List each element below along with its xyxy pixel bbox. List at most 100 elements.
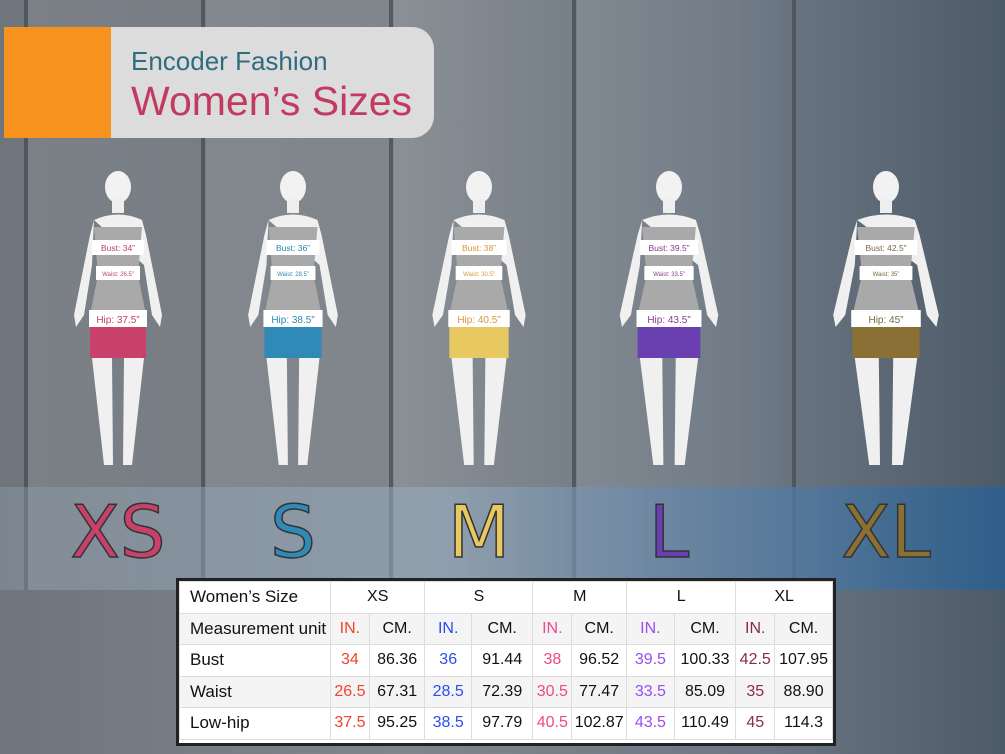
row-label: Waist [179,675,331,708]
waist-band [644,266,694,280]
bust-band [639,240,699,255]
hip-label: Hip: 38.5” [271,315,314,326]
value-cm: 100.33 [673,644,737,677]
page-title: Women’s Sizes [131,78,413,124]
size-header: M [532,581,628,614]
value-cm: 96.52 [571,644,628,677]
value-in: 28.5 [424,675,472,708]
unit-cm: CM. [470,612,534,645]
size-letter-l: L [648,489,690,575]
bust-band [451,240,507,255]
waist-band [859,266,913,280]
value-in: 36 [424,644,472,677]
value-cm: 88.90 [774,675,833,708]
value-in: 35 [735,675,776,708]
table-row: Bust 34 86.36 36 91.44 38 96.52 39.5 100.33 42.5 1… [179,644,833,677]
unit-label: Measurement unit [179,612,331,645]
hip-label: Hip: 40.5” [457,315,500,326]
unit-cm: CM. [368,612,426,645]
unit-in: IN. [626,612,675,645]
brand-name: Encoder Fashion [131,46,328,76]
mannequin-s: Bust: 36” Waist: 28.5” Hip: 38.5” [248,171,338,465]
divider [389,0,393,590]
table-row: Low-hip 37.5 95.25 38.5 97.79 40.5 102.87 43.5 1… [179,707,833,740]
value-in: 38.5 [424,707,472,740]
size-header: S [424,581,534,614]
size-header: L [626,581,737,614]
size-header: XS [329,581,426,614]
value-in: 42.5 [735,644,776,677]
waist-band [455,266,503,280]
mannequin-l: Bust: 39.5” Waist: 33.5” Hip: 43.5” [619,171,719,465]
value-cm: 91.44 [470,644,534,677]
value-cm: 77.47 [571,675,628,708]
mannequin-m: Bust: 38” Waist: 30.5” Hip: 40.5” [432,171,526,465]
size-table: Women’s Size XS S M L XL Measurement unit IN. CM… [176,578,836,746]
divider [201,0,205,590]
value-cm: 107.95 [774,644,833,677]
divider [792,0,796,590]
unit-cm: CM. [571,612,628,645]
value-in: 34 [330,644,370,677]
waist-label: Waist: 28.5” [277,272,309,278]
value-cm: 95.25 [368,707,426,740]
waist-label: Waist: 30.5” [463,272,495,278]
divider [24,0,28,590]
mannequin-xs: Bust: 34” Waist: 26.5” Hip: 37.5” [74,171,162,465]
waist-label: Waist: 26.5” [102,272,134,278]
value-in: 33.5 [626,675,675,708]
value-cm: 86.36 [368,644,426,677]
hip-band [263,310,323,327]
hip-band [851,310,921,327]
table-header-row: Women’s Size XS S M L XL [179,581,833,614]
value-in: 39.5 [626,644,675,677]
corner-header: Women’s Size [179,581,331,614]
bust-band [854,240,918,255]
waist-band [270,266,316,280]
row-label: Bust [179,644,331,677]
bust-label: Bust: 36” [276,243,310,253]
unit-in: IN. [424,612,472,645]
value-cm: 102.87 [571,707,628,740]
value-in: 26.5 [330,675,370,708]
unit-in: IN. [330,612,370,645]
row-label: Low-hip [179,707,331,740]
value-cm: 97.79 [470,707,534,740]
value-in: 30.5 [532,675,573,708]
unit-cm: CM. [774,612,833,645]
size-letter-s: S [269,489,316,575]
size-letter-xs: XS [70,489,167,575]
value-in: 40.5 [532,707,573,740]
size-letters-band [0,487,1005,590]
unit-in: IN. [735,612,776,645]
hip-band [89,310,147,327]
waist-band [96,266,140,280]
value-cm: 110.49 [673,707,737,740]
value-cm: 67.31 [368,675,426,708]
bust-band [266,240,320,255]
hip-label: Hip: 43.5” [647,315,690,326]
bust-band [92,240,144,255]
value-cm: 72.39 [470,675,534,708]
bust-label: Bust: 38” [462,243,496,253]
title-accent [4,27,111,138]
bust-label: Bust: 42.5” [865,243,906,253]
value-in: 43.5 [626,707,675,740]
table-row: Waist 26.5 67.31 28.5 72.39 30.5 77.47 33.5 85.0… [179,675,833,708]
mannequin-xl: Bust: 42.5” Waist: 35” Hip: 45” [833,171,939,465]
value-in: 37.5 [330,707,370,740]
size-letter-xl: XL [841,489,932,575]
hip-band [448,310,510,327]
bust-label: Bust: 39.5” [648,243,689,253]
unit-cm: CM. [673,612,737,645]
waist-label: Waist: 35” [873,272,900,278]
waist-label: Waist: 33.5” [653,272,685,278]
unit-in: IN. [532,612,573,645]
value-in: 38 [532,644,573,677]
value-cm: 114.3 [774,707,833,740]
hip-label: Hip: 45” [868,315,903,326]
hip-band [636,310,702,327]
value-cm: 85.09 [673,675,737,708]
divider [572,0,576,590]
value-in: 45 [735,707,776,740]
